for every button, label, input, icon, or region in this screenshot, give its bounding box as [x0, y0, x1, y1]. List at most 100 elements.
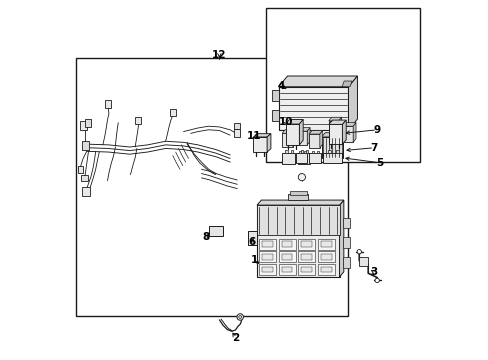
Bar	[81, 175, 88, 181]
Polygon shape	[321, 133, 346, 137]
Bar	[278, 251, 295, 262]
Polygon shape	[296, 131, 306, 145]
Text: 11: 11	[247, 131, 261, 141]
Bar	[259, 251, 276, 262]
Bar	[234, 123, 240, 129]
Bar	[289, 192, 306, 195]
Polygon shape	[296, 153, 306, 163]
Bar	[262, 242, 272, 247]
Polygon shape	[343, 126, 352, 142]
Bar	[300, 150, 303, 153]
Bar	[262, 267, 272, 273]
Polygon shape	[292, 130, 295, 147]
Bar	[327, 150, 330, 153]
Bar	[298, 239, 315, 250]
Bar	[305, 150, 307, 153]
Polygon shape	[299, 120, 303, 145]
Circle shape	[356, 249, 361, 254]
Polygon shape	[322, 153, 342, 163]
Bar	[301, 242, 311, 247]
Polygon shape	[208, 226, 223, 235]
Bar	[320, 267, 331, 273]
Text: 7: 7	[370, 143, 377, 153]
Bar	[169, 109, 175, 116]
Circle shape	[237, 314, 243, 320]
Bar	[105, 100, 111, 108]
Bar	[259, 239, 276, 250]
Polygon shape	[343, 123, 355, 126]
Bar	[233, 129, 240, 137]
Polygon shape	[285, 120, 303, 124]
Polygon shape	[328, 120, 346, 125]
Bar	[85, 119, 91, 127]
Bar	[281, 242, 292, 247]
Polygon shape	[328, 121, 338, 137]
Bar	[278, 239, 295, 250]
Bar	[317, 251, 334, 262]
Bar	[320, 242, 331, 247]
Polygon shape	[339, 200, 343, 277]
Polygon shape	[278, 87, 348, 130]
Polygon shape	[342, 120, 346, 144]
Polygon shape	[306, 128, 309, 145]
Bar	[262, 254, 272, 260]
Bar	[281, 267, 292, 273]
Bar	[316, 151, 319, 153]
Bar	[278, 264, 295, 275]
Bar	[301, 267, 311, 273]
Polygon shape	[352, 123, 355, 142]
Polygon shape	[328, 125, 342, 144]
Polygon shape	[257, 200, 343, 205]
Text: 8: 8	[202, 232, 209, 242]
Polygon shape	[271, 90, 278, 101]
Polygon shape	[297, 153, 309, 164]
Text: 4: 4	[277, 81, 284, 91]
Polygon shape	[266, 134, 270, 152]
Polygon shape	[308, 134, 319, 148]
Circle shape	[374, 278, 379, 283]
Bar	[317, 239, 334, 250]
Circle shape	[298, 174, 305, 181]
Polygon shape	[348, 76, 357, 130]
Bar	[285, 150, 287, 153]
Polygon shape	[282, 153, 294, 164]
Bar	[343, 237, 349, 248]
Bar	[343, 218, 349, 228]
Polygon shape	[282, 130, 295, 134]
Bar	[135, 117, 141, 125]
Polygon shape	[319, 131, 322, 148]
Bar	[298, 264, 315, 275]
Bar	[320, 254, 331, 260]
Polygon shape	[257, 205, 339, 235]
Polygon shape	[278, 76, 357, 87]
Bar	[335, 150, 339, 153]
Polygon shape	[338, 117, 341, 137]
Bar	[290, 150, 292, 153]
Bar	[299, 151, 301, 153]
Polygon shape	[253, 137, 266, 152]
Bar	[78, 166, 83, 173]
Bar	[259, 264, 276, 275]
Bar	[301, 254, 311, 260]
Bar	[82, 140, 89, 149]
Polygon shape	[296, 128, 309, 131]
Text: 1: 1	[250, 255, 258, 265]
Polygon shape	[271, 110, 278, 121]
Text: 3: 3	[370, 267, 377, 277]
Bar	[80, 121, 86, 130]
Text: 2: 2	[231, 333, 239, 343]
Bar	[288, 194, 307, 200]
Polygon shape	[253, 134, 270, 137]
Polygon shape	[321, 137, 343, 158]
Bar	[359, 257, 367, 266]
Bar	[265, 8, 419, 162]
Bar	[82, 187, 89, 196]
Bar	[317, 264, 334, 275]
Polygon shape	[341, 81, 351, 87]
Text: 10: 10	[278, 117, 292, 127]
Bar	[281, 254, 292, 260]
Polygon shape	[285, 124, 299, 145]
Polygon shape	[328, 117, 341, 121]
Bar	[303, 151, 305, 153]
Polygon shape	[282, 134, 292, 147]
